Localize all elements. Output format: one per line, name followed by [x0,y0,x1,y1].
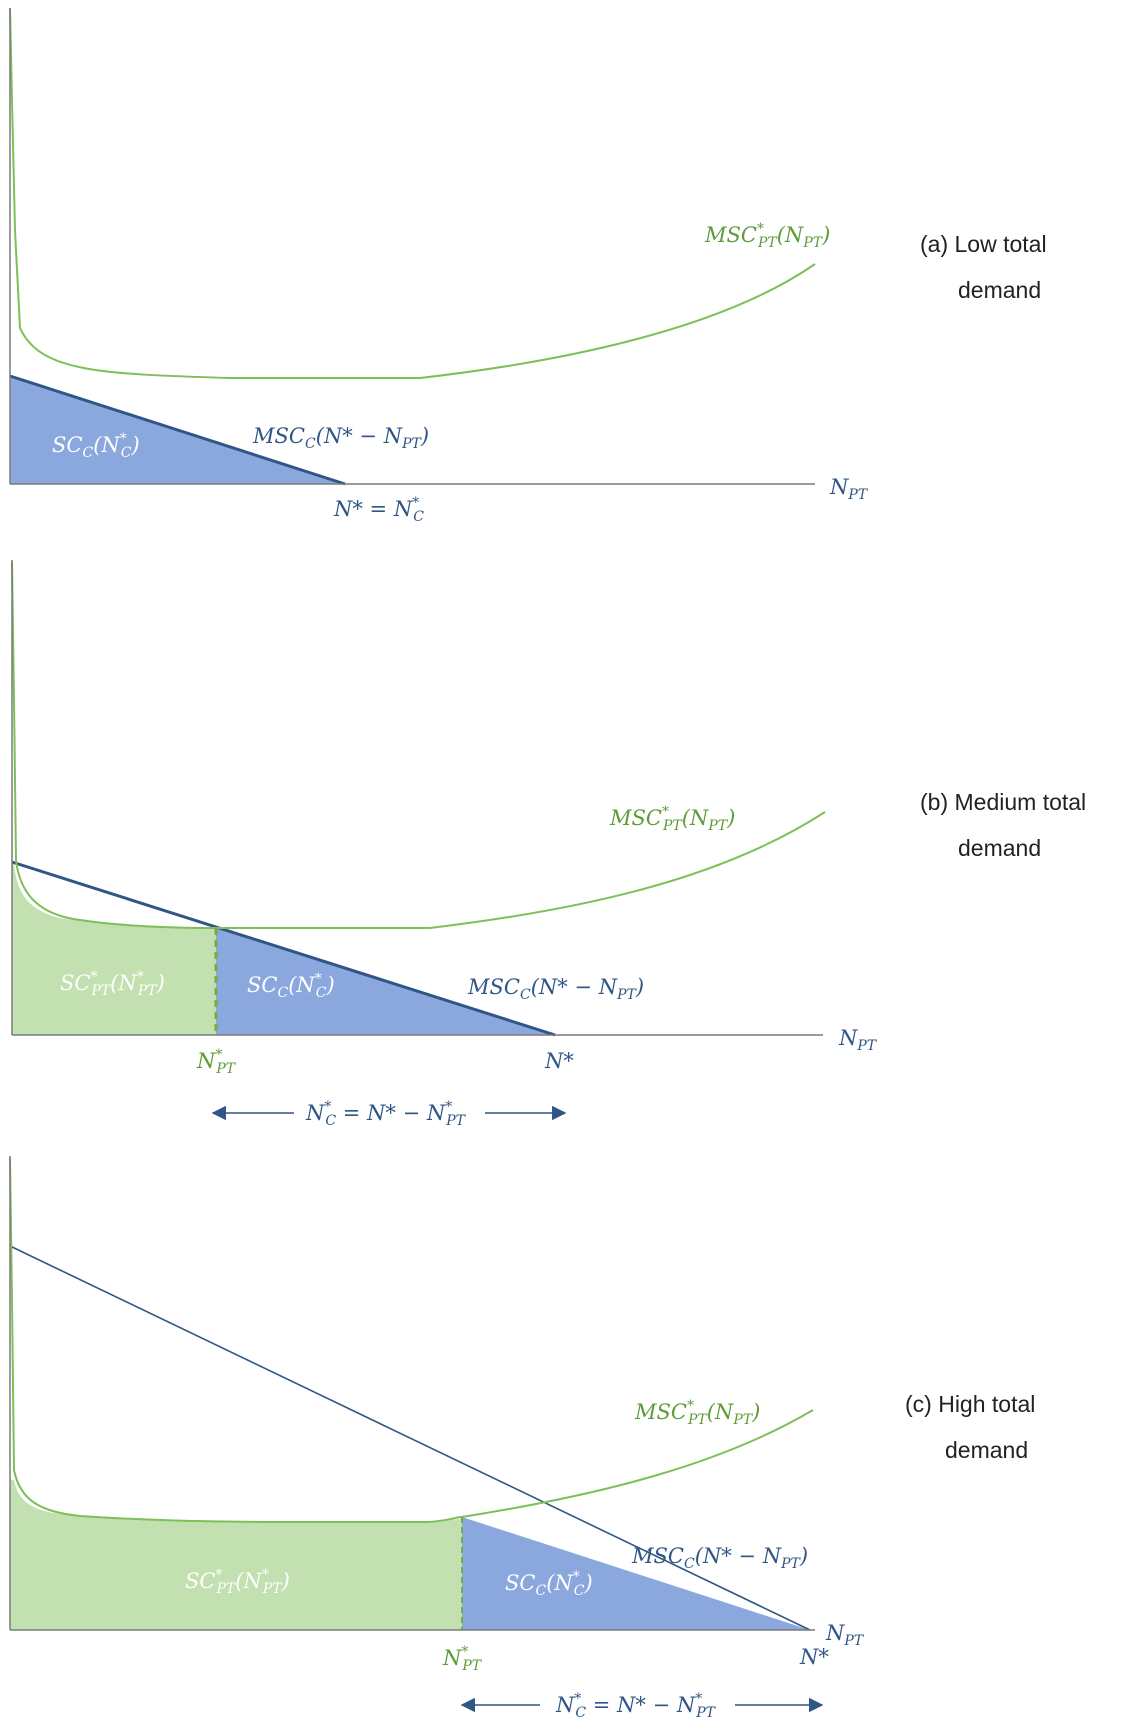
panel-c-npt-label: N* PT [442,1644,483,1674]
panel-b-caption-line2: demand [958,835,1041,861]
panel-c-sc-c-area [462,1517,810,1630]
panel-a-msc-c-line [9,374,346,486]
panel-b-caption-line1: (b) Medium total [920,789,1086,815]
panel-c-sc-c-label: SCC(N* C) [505,1569,593,1599]
panel-b-nstar-label: N* [544,1049,574,1073]
panel-c-arrow-label: N* C = N* − N* PT [555,1691,717,1718]
panel-c: MSC* PT(NPT) MSCC(N* − NPT) SC* PT(N* PT) S… [9,1156,1035,1718]
panel-a-sc-c-label: SCC(N* C) [52,431,140,461]
panel-a-x-label: NPT [829,475,869,503]
panel-b-sc-c-label: SCC(N* C) [247,971,335,1001]
panel-c-x-label: NPT [825,1621,865,1649]
panel-b-sc-pt-label: SC* PT(N* PT) [60,969,165,999]
panel-b-x-label: NPT [838,1026,878,1054]
panel-c-msc-pt-label: MSC* PT(NPT) [634,1398,760,1428]
panel-a-msc-pt-label: MSC* PT(NPT) [704,221,830,251]
panel-b-msc-c-line [11,860,556,1037]
panel-b-npt-label: N* PT [196,1047,237,1077]
panel-c-msc-c-line [9,1245,811,1631]
panel-c-msc-pt-curve [9,1157,814,1523]
panel-a-msc-pt-curve [9,7,816,379]
panel-b: MSC* PT(NPT) MSCC(N* − NPT) SC* PT(N* PT) S… [11,560,1086,1129]
panel-b-msc-c-label: MSCC(N* − NPT) [467,975,644,1003]
panel-b-arrow-label: N* C = N* − N* PT [305,1099,467,1129]
panel-b-msc-pt-label: MSC* PT(NPT) [609,804,735,834]
panel-c-sc-pt-label: SC* PT(N* PT) [185,1567,290,1597]
panel-b-sc-pt-area [12,862,216,1035]
panel-c-sc-pt-area [10,1480,462,1630]
panel-a-caption-line2: demand [958,277,1041,303]
panel-c-caption-line2: demand [945,1437,1028,1463]
panel-a: MSC* PT(NPT) MSCC(N* − NPT) SCC(N* C) NPT … [9,7,1047,525]
panel-b-msc-pt-curve [11,561,826,929]
panel-a-n-star-label: N* = N* C [333,495,424,525]
panel-c-nstar-label: N* [799,1645,829,1669]
panel-a-caption-line1: (a) Low total [920,231,1047,257]
panel-a-msc-c-label: MSCC(N* − NPT) [252,424,429,452]
panel-c-msc-c-label: MSCC(N* − NPT) [631,1544,808,1572]
panel-c-caption-line1: (c) High total [905,1391,1035,1417]
